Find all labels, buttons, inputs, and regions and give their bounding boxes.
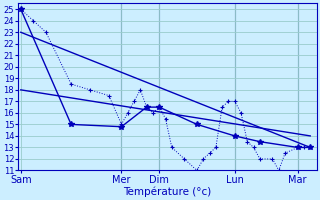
X-axis label: Température (°c): Température (°c) bbox=[123, 186, 212, 197]
